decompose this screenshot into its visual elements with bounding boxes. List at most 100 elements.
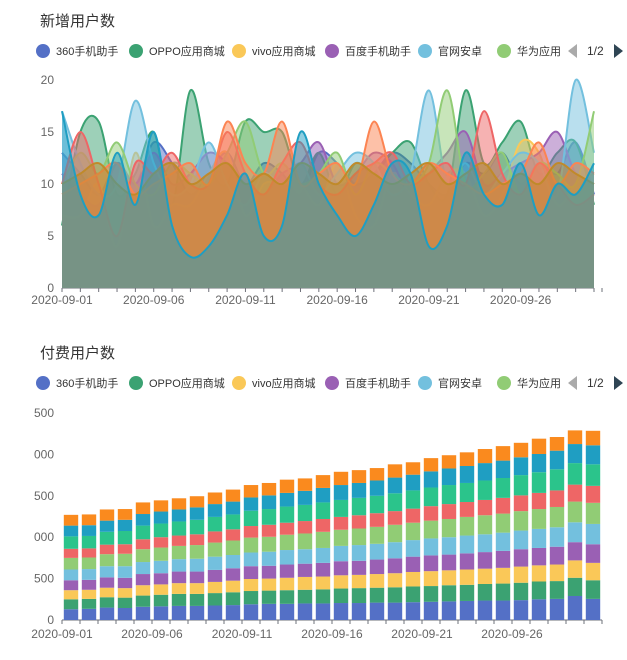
- bar-segment[interactable]: [171, 509, 187, 522]
- bar-segment[interactable]: [63, 557, 79, 570]
- series-line[interactable]: [61, 110, 595, 259]
- bar-segment[interactable]: [153, 584, 169, 595]
- bar-segment[interactable]: [261, 551, 277, 566]
- bar-segment[interactable]: [81, 535, 97, 549]
- bar-segment[interactable]: [459, 516, 475, 536]
- bar-segment[interactable]: [315, 562, 331, 577]
- bar-segment[interactable]: [81, 589, 97, 599]
- bar-segment[interactable]: [207, 492, 223, 505]
- bar-segment[interactable]: [117, 509, 133, 520]
- legend-item[interactable]: vivo应用商城: [232, 375, 316, 391]
- bar-segment[interactable]: [117, 588, 133, 598]
- bar-segment[interactable]: [135, 549, 151, 563]
- bar-segment[interactable]: [585, 502, 601, 524]
- bar-segment[interactable]: [459, 569, 475, 585]
- bar-segment[interactable]: [459, 535, 475, 554]
- bar-segment[interactable]: [567, 501, 583, 523]
- bar-segment[interactable]: [405, 490, 421, 509]
- bar-segment[interactable]: [513, 530, 529, 550]
- bar-segment[interactable]: [387, 493, 403, 512]
- bar-segment[interactable]: [369, 574, 385, 588]
- bar-segment[interactable]: [171, 498, 187, 510]
- bar-segment[interactable]: [441, 485, 457, 505]
- bar-segment[interactable]: [531, 528, 547, 548]
- bar-segment[interactable]: [297, 589, 313, 604]
- bar-segment[interactable]: [135, 539, 151, 550]
- bar-segment[interactable]: [585, 562, 601, 581]
- bar-segment[interactable]: [549, 437, 565, 451]
- legend-item[interactable]: 百度手机助手: [325, 375, 411, 391]
- bar-segment[interactable]: [297, 533, 313, 550]
- bar-segment[interactable]: [333, 545, 349, 562]
- bar-segment[interactable]: [333, 499, 349, 517]
- bar-segment[interactable]: [513, 495, 529, 512]
- bar-segment[interactable]: [117, 566, 133, 578]
- bar-segment[interactable]: [261, 536, 277, 552]
- bar-segment[interactable]: [459, 502, 475, 517]
- bar-segment[interactable]: [477, 552, 493, 569]
- bar-segment[interactable]: [423, 458, 439, 472]
- bar-segment[interactable]: [189, 496, 205, 508]
- bar-segment[interactable]: [351, 560, 367, 575]
- legend-item[interactable]: 官网安卓: [418, 43, 482, 59]
- bar-segment[interactable]: [513, 549, 529, 567]
- bar-segment[interactable]: [297, 490, 313, 505]
- bar-segment[interactable]: [279, 522, 295, 535]
- bar-segment[interactable]: [261, 565, 277, 579]
- bar-segment[interactable]: [171, 571, 187, 584]
- bar-segment[interactable]: [153, 594, 169, 607]
- bar-segment[interactable]: [423, 601, 439, 620]
- bar-segment[interactable]: [585, 598, 601, 620]
- bar-segment[interactable]: [315, 518, 331, 532]
- bar-segment[interactable]: [549, 564, 565, 582]
- bar-segment[interactable]: [153, 511, 169, 524]
- bar-segment[interactable]: [63, 590, 79, 600]
- bar-segment[interactable]: [387, 602, 403, 620]
- bar-segment[interactable]: [81, 579, 97, 590]
- bar-segment[interactable]: [423, 538, 439, 556]
- bar-segment[interactable]: [369, 559, 385, 575]
- bar-segment[interactable]: [207, 581, 223, 594]
- bar-segment[interactable]: [423, 586, 439, 602]
- bar-segment[interactable]: [99, 587, 115, 598]
- bar-segment[interactable]: [495, 583, 511, 601]
- bar-segment[interactable]: [261, 495, 277, 510]
- bar-segment[interactable]: [585, 430, 601, 446]
- bar-segment[interactable]: [441, 570, 457, 586]
- bar-segment[interactable]: [351, 574, 367, 589]
- bar-segment[interactable]: [189, 605, 205, 620]
- bar-segment[interactable]: [477, 600, 493, 620]
- bar-segment[interactable]: [279, 577, 295, 591]
- bar-segment[interactable]: [297, 563, 313, 577]
- bar-segment[interactable]: [207, 531, 223, 543]
- bar-segment[interactable]: [63, 536, 79, 549]
- bar-segment[interactable]: [531, 438, 547, 454]
- bar-segment[interactable]: [477, 463, 493, 481]
- legend-prev-page-icon[interactable]: [568, 44, 577, 58]
- bar-segment[interactable]: [81, 608, 97, 620]
- bar-segment[interactable]: [279, 564, 295, 578]
- bar-segment[interactable]: [351, 515, 367, 529]
- bar-segment[interactable]: [207, 569, 223, 582]
- bar-segment[interactable]: [333, 471, 349, 486]
- bar-segment[interactable]: [477, 449, 493, 464]
- bar-segment[interactable]: [261, 482, 277, 496]
- bar-segment[interactable]: [549, 546, 565, 565]
- bar-segment[interactable]: [459, 584, 475, 601]
- bar-segment[interactable]: [405, 571, 421, 587]
- bar-segment[interactable]: [207, 605, 223, 620]
- bar-segment[interactable]: [405, 522, 421, 541]
- bar-segment[interactable]: [189, 558, 205, 572]
- bar-segment[interactable]: [333, 516, 349, 530]
- bar-segment[interactable]: [441, 537, 457, 555]
- bar-segment[interactable]: [495, 477, 511, 498]
- bar-segment[interactable]: [279, 479, 295, 493]
- bar-segment[interactable]: [135, 585, 151, 596]
- bar-segment[interactable]: [567, 430, 583, 445]
- bar-segment[interactable]: [279, 506, 295, 523]
- bar-segment[interactable]: [423, 520, 439, 539]
- bar-segment[interactable]: [279, 603, 295, 620]
- bar-segment[interactable]: [243, 604, 259, 620]
- bar-segment[interactable]: [405, 586, 421, 603]
- bar-segment[interactable]: [387, 573, 403, 588]
